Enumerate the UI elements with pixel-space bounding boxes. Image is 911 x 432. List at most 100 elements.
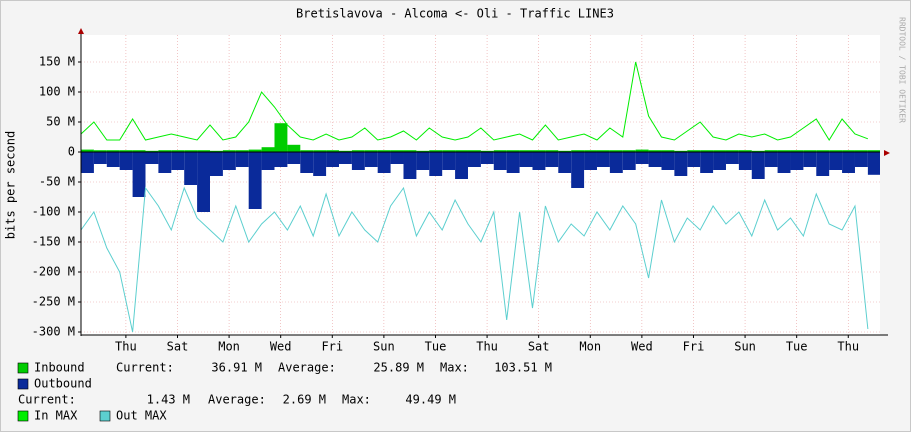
area-step [248, 149, 262, 152]
area-step [777, 152, 791, 173]
line [80, 186, 869, 333]
area-step [184, 150, 198, 152]
area-step [506, 150, 520, 152]
area-step [609, 150, 623, 152]
area-step [661, 150, 675, 152]
legend-label: Out MAX [116, 409, 167, 423]
area-step [713, 152, 726, 170]
x-tick-label: Wed [631, 340, 653, 354]
x-tick-label: Mon [218, 340, 240, 354]
area-step [106, 152, 120, 167]
area-step [235, 152, 249, 167]
area-step [274, 152, 288, 167]
area-step [81, 152, 94, 173]
marks [80, 61, 880, 333]
area-step [132, 150, 146, 152]
area-step [545, 152, 559, 167]
area-step [816, 152, 830, 176]
area-step [326, 152, 339, 167]
x-tick-label: Wed [270, 340, 292, 354]
x-tick-label: Tue [786, 340, 808, 354]
area-step [455, 152, 468, 179]
area-step [364, 150, 378, 152]
area-step [493, 152, 507, 170]
area-step [429, 150, 443, 152]
area-step [854, 152, 868, 167]
area-step [351, 150, 365, 152]
area-step [725, 150, 739, 152]
area-step [596, 150, 610, 152]
axes: 150 M 100 M 50 M 0 -50 M -100 M -150 M -200 M -2… [32, 28, 890, 354]
chart-title: Bretislavova - Alcoma <- Oli - Traffic L… [296, 7, 614, 21]
area-step [829, 152, 843, 170]
y-tick-label: 50 M [46, 115, 75, 129]
area-step [622, 152, 636, 170]
area-step [197, 150, 210, 152]
y-tick-label: -250 M [32, 295, 75, 309]
x-tick-label: Tue [425, 340, 447, 354]
area-step [377, 150, 391, 152]
legend-stat: 36.91 M [211, 361, 262, 375]
line [80, 61, 869, 141]
y-tick-label: -50 M [39, 175, 75, 189]
area-step [171, 152, 185, 170]
area-step [803, 150, 817, 152]
area-step [803, 152, 817, 167]
legend-stat: 103.51 M [494, 361, 552, 375]
area-step [338, 150, 352, 152]
area-step [764, 150, 778, 152]
area-step [467, 150, 481, 152]
area-step [764, 152, 778, 167]
legend-stat: Average: [278, 361, 336, 375]
legend-stat: Current: [116, 361, 174, 375]
area-step [867, 152, 880, 175]
area-step [274, 123, 288, 152]
area-step [184, 152, 198, 185]
area-step [493, 150, 507, 152]
area-step [364, 152, 378, 167]
legend-stat: 49.49 M [405, 393, 456, 407]
legend-label: In MAX [34, 409, 78, 423]
area-step [145, 150, 159, 152]
area-step [700, 152, 714, 173]
area-step [351, 152, 365, 170]
legend-stat: 25.89 M [373, 361, 424, 375]
area-step [81, 149, 94, 152]
area-step [171, 150, 185, 152]
y-tick-label: 150 M [39, 55, 75, 69]
y-tick-label: 100 M [39, 85, 75, 99]
legend-swatch [17, 362, 29, 374]
area-step [532, 150, 546, 152]
area-step [751, 152, 765, 179]
area-step [661, 152, 675, 170]
legend-stat: Max: [440, 361, 469, 375]
area-step [429, 152, 443, 176]
area-step [145, 152, 159, 164]
area-step [584, 150, 597, 152]
area-step [571, 152, 585, 188]
area-step [480, 150, 494, 152]
x-tick-label: Fri [321, 340, 343, 354]
legend: Inbound Current: 36.91 M Average: 25.89 M Max… [17, 361, 552, 423]
area-step [455, 150, 468, 152]
area-step [622, 150, 636, 152]
y-tick-label: -100 M [32, 205, 75, 219]
area-step [403, 152, 417, 179]
area-step [700, 150, 714, 152]
area-step [867, 150, 880, 152]
area-step [545, 150, 559, 152]
x-tick-label: Mon [579, 340, 601, 354]
legend-swatch [17, 378, 29, 390]
area-step [506, 152, 520, 173]
area-step [287, 152, 301, 164]
legend-stat: 2.69 M [283, 393, 326, 407]
area-step [790, 150, 804, 152]
plot-area [81, 35, 880, 335]
area-step [571, 150, 585, 152]
area-step [300, 150, 314, 152]
area-step [829, 150, 843, 152]
area-step [738, 150, 752, 152]
x-tick-label: Thu [115, 340, 137, 354]
x-tick-label: Sun [373, 340, 395, 354]
x-tick-label: Sun [734, 340, 756, 354]
